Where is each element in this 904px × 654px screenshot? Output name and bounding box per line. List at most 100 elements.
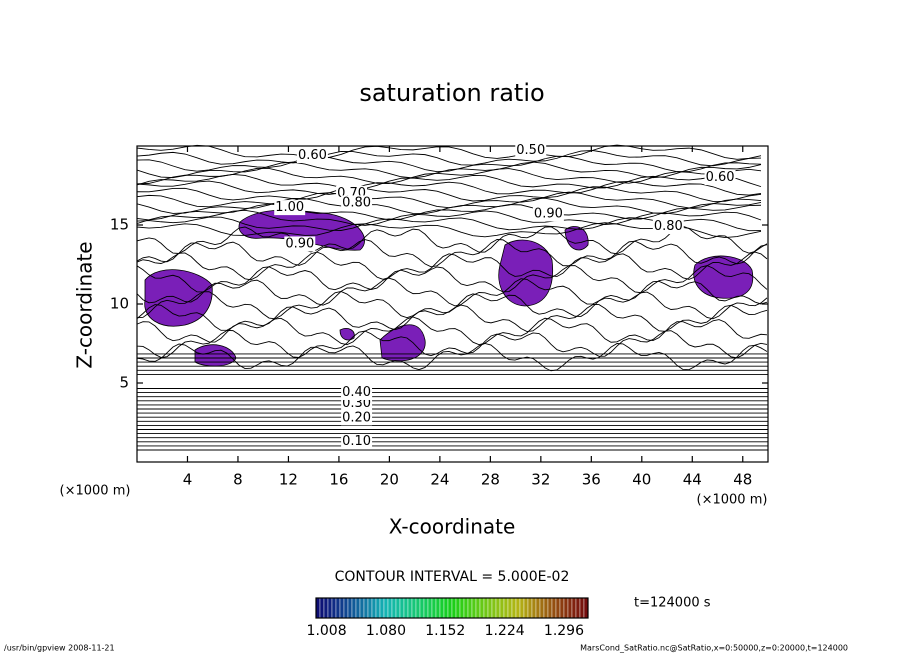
x-axis-label: X-coordinate bbox=[389, 515, 516, 539]
contour-label: 1.00 bbox=[275, 200, 304, 215]
colorbar-tick-label: 1.008 bbox=[307, 623, 347, 639]
colorbar-cell bbox=[447, 597, 453, 619]
colorbar-cell bbox=[403, 597, 409, 619]
contour-label-bg bbox=[532, 206, 564, 222]
colorbar-cell bbox=[327, 597, 333, 619]
contour-label-bg bbox=[296, 147, 328, 163]
contour-line bbox=[136, 191, 762, 209]
colorbar-cell bbox=[399, 597, 405, 619]
x-tick-label: 12 bbox=[279, 471, 298, 489]
y-tick-label: 10 bbox=[110, 295, 129, 313]
colorbar-cell bbox=[379, 597, 385, 619]
colorbar-cell bbox=[471, 597, 477, 619]
contour-label-bg bbox=[341, 384, 373, 400]
x-tick-label: 40 bbox=[632, 471, 651, 489]
colorbar-cell bbox=[555, 597, 561, 619]
colorbar-cell bbox=[359, 597, 365, 619]
x-tick-label: 16 bbox=[329, 471, 348, 489]
contour-line bbox=[136, 173, 762, 190]
colorbar-cell bbox=[579, 597, 585, 619]
colorbar-cell bbox=[423, 597, 429, 619]
contour-line bbox=[136, 238, 768, 268]
contour-label: 0.20 bbox=[342, 410, 371, 425]
contour-label: 0.60 bbox=[706, 170, 735, 185]
colorbar-cell bbox=[535, 597, 541, 619]
x-tick-label: 4 bbox=[183, 471, 193, 489]
x-tick-label: 8 bbox=[233, 471, 243, 489]
colorbar-cell bbox=[507, 597, 513, 619]
colorbar-cell bbox=[391, 597, 397, 619]
contour-label-bg bbox=[284, 236, 316, 252]
contour-line bbox=[136, 180, 762, 196]
colorbar-cell bbox=[515, 597, 521, 619]
colorbar-cell bbox=[451, 597, 457, 619]
colorbar-cell bbox=[543, 597, 549, 619]
contour-label-bg bbox=[704, 170, 736, 186]
contour-label: 0.10 bbox=[342, 434, 371, 449]
colorbar-cell bbox=[483, 597, 489, 619]
colorbar-cell bbox=[455, 597, 461, 619]
colorbar-cell bbox=[407, 597, 413, 619]
contour-label: 0.90 bbox=[534, 206, 563, 221]
contour-label: 0.40 bbox=[342, 385, 371, 400]
colorbar-cell bbox=[371, 597, 377, 619]
plot-area: 4 8 12 16 20 24 28 32 36 40 44 48510150.100.200.300… bbox=[110, 143, 769, 489]
y-tick-label: 5 bbox=[119, 374, 129, 392]
colorbar-cell bbox=[415, 597, 421, 619]
contour-line bbox=[136, 144, 762, 160]
colorbar-cell bbox=[527, 597, 533, 619]
footer-right: MarsCond_SatRatio.nc@SatRatio,x=0:50000,… bbox=[580, 644, 848, 653]
contour-line bbox=[136, 264, 768, 294]
colorbar-cell bbox=[331, 597, 337, 619]
colorbar-cell bbox=[355, 597, 361, 619]
colorbar-cell bbox=[559, 597, 565, 619]
x-tick-label: 44 bbox=[683, 471, 702, 489]
contour-label-bg bbox=[341, 433, 373, 449]
colorbar-cell bbox=[335, 597, 341, 619]
colorbar-cell bbox=[479, 597, 485, 619]
colorbar-cell bbox=[367, 597, 373, 619]
x-tick-label: 24 bbox=[430, 471, 449, 489]
colorbar-cell bbox=[547, 597, 553, 619]
colorbar-cell bbox=[551, 597, 557, 619]
x-tick-label: 20 bbox=[380, 471, 399, 489]
contour-label-bg bbox=[341, 195, 373, 211]
colorbar-cell bbox=[475, 597, 481, 619]
colorbar-cell bbox=[339, 597, 345, 619]
colorbar-cell bbox=[427, 597, 433, 619]
colorbar-tick-label: 1.224 bbox=[485, 623, 525, 639]
contour-label: 0.60 bbox=[298, 148, 327, 163]
footer-left: /usr/bin/gpview 2008-11-21 bbox=[4, 644, 115, 653]
colorbar-cell bbox=[567, 597, 573, 619]
colorbar-cell bbox=[571, 597, 577, 619]
contour-line bbox=[136, 277, 768, 307]
colorbar: 1.008 1.080 1.152 1.224 1.296 bbox=[307, 597, 589, 639]
contour-label-bg bbox=[652, 219, 684, 235]
x-tick-label: 36 bbox=[582, 471, 601, 489]
contour-label: 0.80 bbox=[654, 219, 683, 234]
contour-label: 0.50 bbox=[516, 143, 545, 158]
x-tick-label: 48 bbox=[733, 471, 752, 489]
colorbar-cell bbox=[563, 597, 569, 619]
y-unit-label: (×1000 m) bbox=[60, 484, 131, 499]
colorbar-cell bbox=[459, 597, 465, 619]
colorbar-cell bbox=[443, 597, 449, 619]
colorbar-cell bbox=[467, 597, 473, 619]
colorbar-cell bbox=[539, 597, 545, 619]
x-tick-label: 28 bbox=[481, 471, 500, 489]
contour-label-bg bbox=[274, 200, 306, 216]
y-tick-label: 15 bbox=[110, 216, 129, 234]
contour-line bbox=[136, 150, 762, 167]
contour-lines bbox=[136, 144, 768, 451]
contour-line bbox=[136, 291, 768, 320]
colorbar-cell bbox=[347, 597, 353, 619]
colorbar-cell bbox=[519, 597, 525, 619]
colorbar-cell bbox=[395, 597, 401, 619]
colorbar-cell bbox=[431, 597, 437, 619]
colorbar-cell bbox=[323, 597, 329, 619]
contour-label: 0.80 bbox=[342, 195, 371, 210]
colorbar-cell bbox=[463, 597, 469, 619]
time-label: t=124000 s bbox=[634, 596, 711, 611]
colorbar-cell bbox=[487, 597, 493, 619]
contour-line bbox=[136, 209, 762, 226]
